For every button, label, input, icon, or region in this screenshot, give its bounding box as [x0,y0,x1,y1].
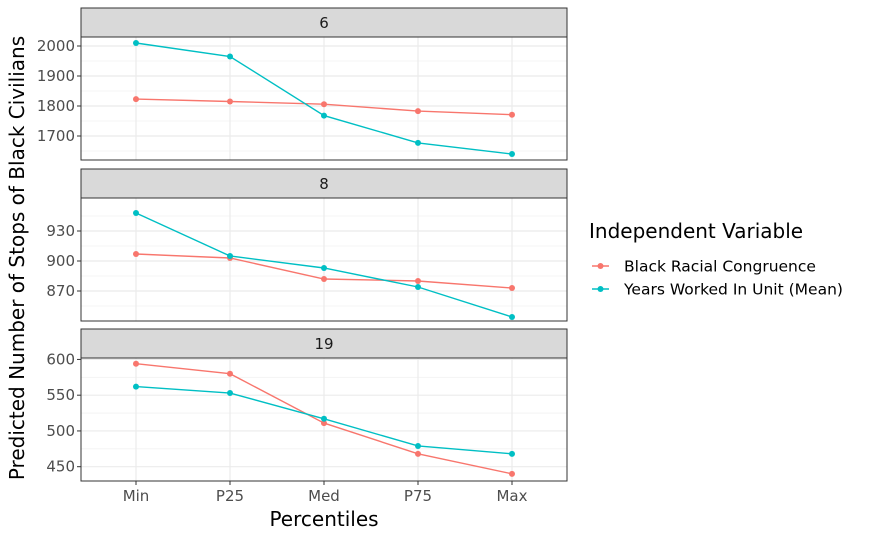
y-tick-label: 2000 [37,37,75,55]
data-point [321,415,327,422]
data-point [509,314,515,320]
data-point [415,278,421,284]
facet-strip-label: 19 [314,335,333,353]
legend-item: Black Racial Congruence [592,258,816,276]
data-point [321,112,327,119]
data-point [509,285,515,291]
y-tick-label: 500 [46,422,75,440]
data-point [509,111,515,118]
chart-panels: 1700 1800 1900 2000 6 870 900 930 8 450 500 550 600 1… [37,7,568,482]
y-tick-label: 600 [46,350,75,368]
legend: Independent Variable Black Racial Congru… [589,219,843,299]
data-point [415,139,421,146]
y-tick-label: 550 [46,386,75,404]
x-axis-title: Percentiles [269,507,378,531]
x-tick-label: P25 [216,487,244,505]
facet-panel-8: 870 900 930 8 [46,168,568,322]
data-point [227,98,233,105]
data-point [133,210,139,216]
legend-item: Years Worked In Unit (Mean) [592,281,843,299]
facet-panel-6: 1700 1800 1900 2000 6 [37,7,568,161]
data-point [227,370,233,377]
facet-strip [80,168,568,199]
data-point [133,383,139,390]
y-tick-label: 450 [46,458,75,476]
data-point [415,442,421,449]
facet-panel-19: 450 500 550 600 19 [46,328,568,482]
legend-label: Black Racial Congruence [624,258,816,276]
y-tick-label: 930 [46,222,75,240]
data-point [509,151,515,157]
y-tick-label: 870 [46,282,75,300]
facet-strip [80,328,568,359]
x-tick-label: Max [496,487,527,505]
legend-key-point [597,286,604,292]
legend-label: Years Worked In Unit (Mean) [623,281,843,299]
facet-strip [80,7,568,38]
data-point [133,40,139,46]
data-point [509,450,515,457]
data-point [415,450,421,457]
legend-title: Independent Variable [589,219,803,243]
data-point [321,276,327,282]
data-point [321,265,327,271]
x-tick-label: Min [123,487,150,505]
data-point [133,96,139,103]
data-point [227,390,233,397]
y-tick-label: 1900 [37,67,75,85]
x-axis-ticks: Min P25 Med P75 Max [123,481,528,505]
x-tick-label: Med [308,487,340,505]
legend-key-point [597,263,604,269]
y-tick-label: 900 [46,252,75,270]
y-tick-label: 1800 [37,97,75,115]
data-point [415,108,421,115]
data-point [321,101,327,108]
legend-items: Black Racial Congruence Years Worked In U… [592,258,843,299]
facet-strip-label: 8 [319,175,329,193]
facet-strip-label: 6 [319,14,329,32]
data-point [321,420,327,427]
y-axis-title: Predicted Number of Stops of Black Civil… [5,36,29,480]
data-point [509,470,515,477]
data-point [227,253,233,259]
data-point [227,53,233,60]
data-point [133,360,139,367]
data-point [133,251,139,257]
data-point [415,284,421,290]
x-tick-label: P75 [404,487,432,505]
y-tick-label: 1700 [37,127,75,145]
